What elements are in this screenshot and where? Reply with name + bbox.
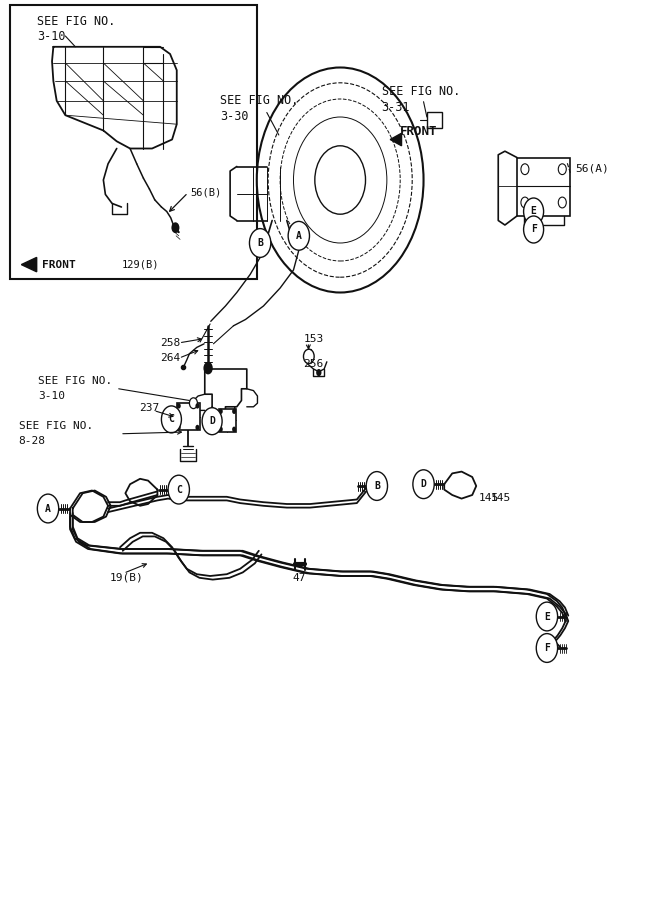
Text: D: D [209,416,215,427]
Circle shape [195,425,199,430]
Circle shape [521,197,529,208]
Text: 3-10: 3-10 [38,391,65,401]
Text: C: C [176,484,181,495]
Circle shape [316,369,321,376]
Circle shape [37,494,59,523]
Circle shape [177,403,181,409]
Text: E: E [531,206,536,217]
Text: F: F [544,643,550,653]
Circle shape [232,427,236,432]
Circle shape [536,634,558,662]
Circle shape [203,362,213,374]
Text: D: D [421,479,426,490]
Text: 56(A): 56(A) [575,163,609,174]
Circle shape [413,470,434,499]
Text: 237: 237 [139,402,159,413]
Text: SEE FIG NO.: SEE FIG NO. [19,420,93,431]
Text: 145: 145 [491,492,511,503]
Circle shape [195,403,199,409]
Circle shape [315,146,366,214]
Text: 47: 47 [292,572,305,583]
Polygon shape [390,133,402,146]
FancyBboxPatch shape [219,409,236,432]
Circle shape [202,408,222,435]
Text: SEE FIG NO.: SEE FIG NO. [382,86,460,98]
Circle shape [536,602,558,631]
Text: 19(B): 19(B) [110,572,144,583]
Text: B: B [374,481,380,491]
Circle shape [177,425,181,430]
Circle shape [558,197,566,208]
Circle shape [524,216,544,243]
Text: 56(B): 56(B) [190,187,221,198]
Text: A: A [296,230,301,241]
FancyBboxPatch shape [427,112,442,128]
Text: 153: 153 [303,334,323,345]
Circle shape [288,221,309,250]
Circle shape [521,164,529,175]
Text: E: E [544,611,550,622]
Circle shape [232,409,236,414]
Circle shape [257,68,424,292]
Text: F: F [531,224,536,235]
Circle shape [366,472,388,500]
Circle shape [303,349,314,364]
Circle shape [168,475,189,504]
Text: 3-31: 3-31 [382,101,410,113]
Circle shape [249,229,271,257]
FancyBboxPatch shape [10,4,257,279]
Text: 3-10: 3-10 [37,31,65,43]
Text: 258: 258 [160,338,180,348]
Text: SEE FIG NO.: SEE FIG NO. [220,94,299,107]
Polygon shape [21,257,37,272]
FancyBboxPatch shape [177,403,200,430]
Text: 264: 264 [160,353,180,364]
Text: 3-30: 3-30 [220,110,249,122]
Circle shape [189,398,197,409]
Text: B: B [257,238,263,248]
Text: SEE FIG NO.: SEE FIG NO. [38,375,112,386]
FancyBboxPatch shape [517,158,570,216]
Text: 8-28: 8-28 [19,436,45,446]
Circle shape [219,427,223,432]
Text: A: A [45,503,51,514]
Circle shape [558,164,566,175]
Circle shape [524,198,544,225]
Text: 256: 256 [303,358,323,369]
Text: FRONT: FRONT [42,259,76,270]
Text: C: C [169,414,174,425]
Circle shape [161,406,181,433]
Text: SEE FIG NO.: SEE FIG NO. [37,15,115,28]
Circle shape [171,222,179,233]
Text: 129(B): 129(B) [122,259,159,270]
Text: FRONT: FRONT [400,125,438,138]
Text: 145: 145 [479,492,499,503]
Circle shape [219,409,223,414]
